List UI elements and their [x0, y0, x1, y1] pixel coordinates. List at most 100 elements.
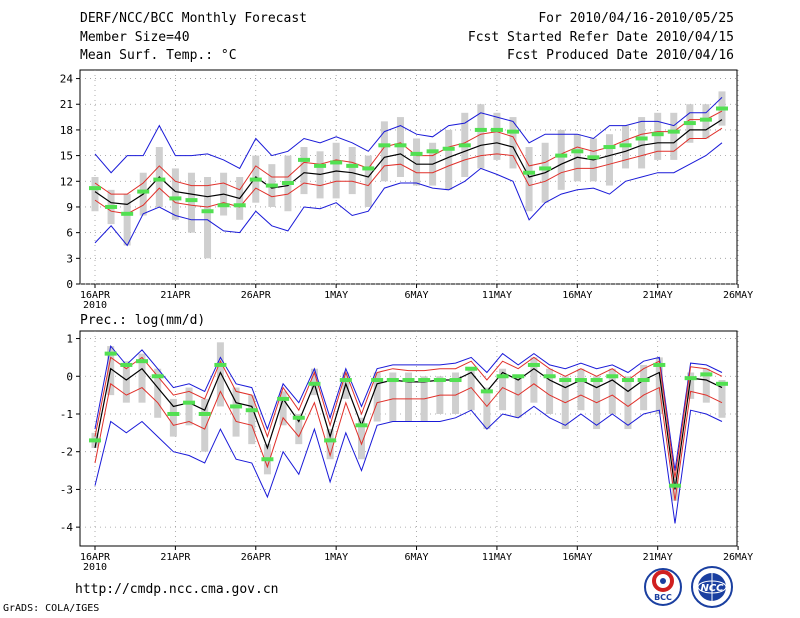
temp-ytick-label: 12 — [60, 175, 73, 188]
temp-marker — [201, 209, 214, 214]
temp-marker — [169, 196, 182, 201]
prec-marker — [512, 374, 525, 379]
temp-spread-box — [557, 129, 565, 190]
temp-spread-box — [605, 134, 613, 186]
prec-spread-box — [279, 391, 287, 426]
temp-xtick-label: 1MAY — [324, 290, 348, 301]
prec-spread-box — [624, 376, 632, 430]
temp-ytick-label: 15 — [60, 150, 73, 163]
temp-marker — [587, 155, 600, 160]
temp-spread-box — [171, 168, 179, 220]
prec-marker — [120, 362, 133, 367]
prec-marker — [230, 404, 243, 409]
prec-marker — [402, 378, 415, 383]
prec-spread-box — [499, 368, 507, 411]
prec-spread-box — [201, 398, 209, 452]
temp-spread-box — [654, 112, 662, 160]
temp-marker — [89, 186, 101, 191]
temp-xtick-label: 26MAY — [723, 290, 753, 301]
temp-xtick-label: 21APR — [160, 290, 191, 301]
prec-spread-box — [577, 368, 585, 411]
prec-marker — [637, 378, 650, 383]
prec-marker — [527, 362, 540, 367]
prec-spread-box — [608, 368, 616, 414]
temp-marker — [346, 163, 359, 168]
temp-marker — [265, 183, 278, 188]
prec-xtick-label: 26MAY — [723, 552, 753, 563]
prec-marker — [574, 378, 587, 383]
prec-xtick-label: 21APR — [160, 552, 191, 563]
temp-marker — [298, 157, 310, 162]
temp-spread-box — [204, 177, 212, 259]
prec-marker — [465, 366, 478, 371]
temperature-panel: 0 3 6 9 12 15 18 21 24 16APR 21APR 26APR 1MAY 6MAY 11M… — [60, 69, 753, 311]
temp-spread-box — [525, 147, 533, 212]
temp-marker — [490, 127, 503, 132]
temp-marker — [523, 170, 536, 175]
temp-xtick-label: 11MAY — [482, 290, 512, 301]
prec-marker — [136, 359, 149, 364]
prec-marker — [700, 372, 713, 377]
temp-ytick-label: 3 — [66, 252, 73, 265]
prec-marker — [418, 378, 431, 383]
temp-lower-outer-line — [94, 142, 723, 247]
prec-marker — [480, 389, 493, 394]
prec-marker — [308, 381, 321, 386]
temp-spread-box — [670, 112, 678, 160]
temp-marker — [716, 106, 728, 111]
grads-credit: GrADS: COLA/IGES — [3, 603, 100, 614]
source-url[interactable]: http://cmdp.ncc.cma.gov.cn — [75, 582, 279, 597]
temp-marker — [153, 177, 166, 182]
member-size-label: Member Size=40 — [80, 30, 190, 45]
temp-spread-box — [413, 138, 421, 186]
prec-marker — [104, 351, 117, 356]
temp-marker — [619, 143, 632, 148]
prec-marker — [292, 415, 305, 420]
prec-marker — [167, 411, 180, 416]
prec-marker — [277, 396, 290, 401]
temp-marker — [105, 204, 118, 209]
temp-marker — [217, 203, 230, 208]
prec-spread-box — [483, 387, 491, 430]
prec-marker — [355, 423, 368, 428]
temp-lower-inner-line — [94, 127, 723, 215]
prec-upper-inner-line — [94, 356, 723, 479]
temp-marker — [330, 160, 343, 165]
temp-ytick-label: 0 — [66, 278, 73, 291]
temp-xtick-label: 16APR — [80, 290, 111, 301]
prec-spread-box — [216, 342, 224, 407]
prec-marker — [324, 438, 337, 443]
prec-spread-box — [514, 376, 522, 418]
prec-marker — [214, 362, 227, 367]
prec-spread-box — [702, 368, 710, 403]
prec-marker — [684, 376, 697, 381]
prec-spread-box — [326, 429, 334, 460]
prec-marker — [151, 374, 164, 379]
prec-spread-box — [640, 364, 648, 411]
temp-ytick-label: 9 — [66, 201, 73, 214]
prec-marker — [198, 411, 211, 416]
temp-marker — [378, 143, 391, 148]
temp-marker — [603, 145, 616, 150]
temp-marker — [474, 127, 487, 132]
prec-marker — [606, 374, 619, 379]
temp-ytick-label: 24 — [60, 73, 74, 86]
prec-lower-inner-line — [94, 382, 723, 501]
prec-xtick-label: 6MAY — [404, 552, 428, 563]
prec-marker — [496, 374, 509, 379]
ncc-logo: NCC — [691, 566, 733, 608]
temp-ytick-label: 6 — [66, 227, 73, 240]
prec-spread-box — [389, 372, 397, 422]
prec-spread-box — [718, 380, 726, 418]
temp-marker — [281, 180, 294, 185]
prec-spread-box — [185, 387, 193, 426]
prec-marker — [668, 483, 681, 488]
prec-xtick-label: 11MAY — [482, 552, 512, 563]
temp-marker — [249, 177, 262, 182]
produced-date: Fcst Produced Date 2010/04/16 — [507, 48, 734, 63]
temp-mean-line — [94, 119, 723, 206]
temp-ytick-label: 21 — [60, 98, 73, 111]
prec-spread-box — [546, 368, 554, 414]
prec-spread-box — [169, 398, 177, 437]
prec-spread-box — [248, 395, 256, 445]
